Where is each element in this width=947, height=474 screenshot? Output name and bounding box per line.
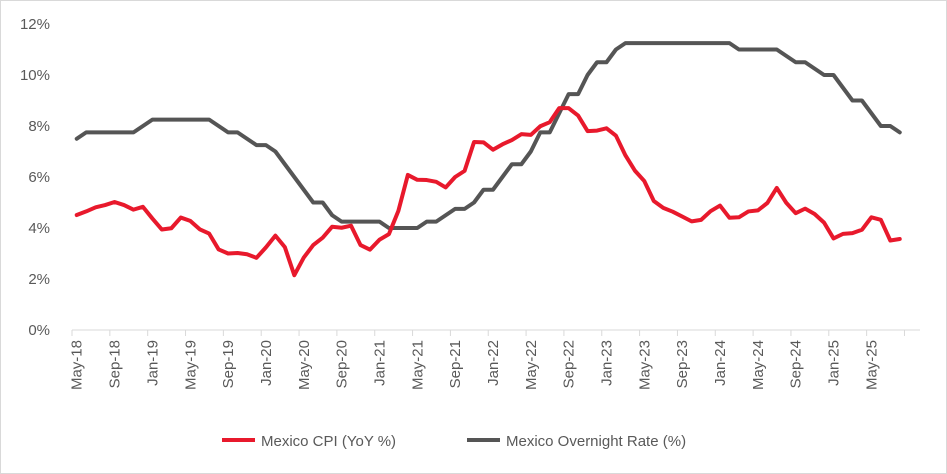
x-tick-label: Sep-22 — [561, 340, 578, 388]
x-tick-label: May-18 — [69, 340, 86, 390]
x-tick-label: Sep-23 — [674, 340, 691, 388]
series-lines — [74, 41, 902, 278]
x-tick-label: Sep-19 — [220, 340, 237, 388]
x-tick-label: Jan-24 — [712, 340, 729, 386]
y-tick-label: 4% — [28, 220, 50, 237]
x-tick-label: May-21 — [409, 340, 426, 390]
x-tick-label: May-20 — [296, 340, 313, 390]
x-axis-tick-labels: May-18 Sep-18 Jan-19 May-19 Sep-19 Jan-20 May-… — [69, 340, 881, 390]
y-axis-tick-labels: 0% 2% 4% 6% 8% 10% 12% — [20, 16, 50, 339]
legend: Mexico CPI (YoY %) Mexico Overnight Rate… — [222, 433, 686, 450]
y-tick-label: 6% — [28, 169, 50, 186]
x-tick-label: Sep-21 — [447, 340, 464, 388]
legend-label-cpi: Mexico CPI (YoY %) — [261, 433, 396, 450]
series-line-cpi — [74, 106, 902, 278]
y-tick-label: 0% — [28, 322, 50, 339]
series-line-overnight-rate — [74, 41, 902, 230]
x-tick-label: Jan-23 — [598, 340, 615, 386]
x-tick-label: Jan-19 — [144, 340, 161, 386]
x-tick-label: Jan-20 — [258, 340, 275, 386]
x-tick-label: May-23 — [636, 340, 653, 390]
x-tick-label: Sep-20 — [334, 340, 351, 388]
x-tick-label: Sep-18 — [107, 340, 124, 388]
y-tick-label: 2% — [28, 271, 50, 288]
x-tick-label: May-24 — [750, 340, 767, 390]
x-tick-label: Jan-22 — [485, 340, 502, 386]
y-tick-label: 10% — [20, 67, 50, 84]
x-axis — [71, 329, 920, 336]
x-tick-label: May-19 — [182, 340, 199, 390]
y-tick-label: 8% — [28, 118, 50, 135]
x-tick-label: Jan-21 — [371, 340, 388, 386]
x-tick-label: May-22 — [523, 340, 540, 390]
legend-label-overnight-rate: Mexico Overnight Rate (%) — [506, 433, 686, 450]
x-tick-label: May-25 — [863, 340, 880, 390]
x-tick-label: Jan-25 — [826, 340, 843, 386]
y-tick-label: 12% — [20, 16, 50, 33]
x-tick-label: Sep-24 — [788, 340, 805, 388]
